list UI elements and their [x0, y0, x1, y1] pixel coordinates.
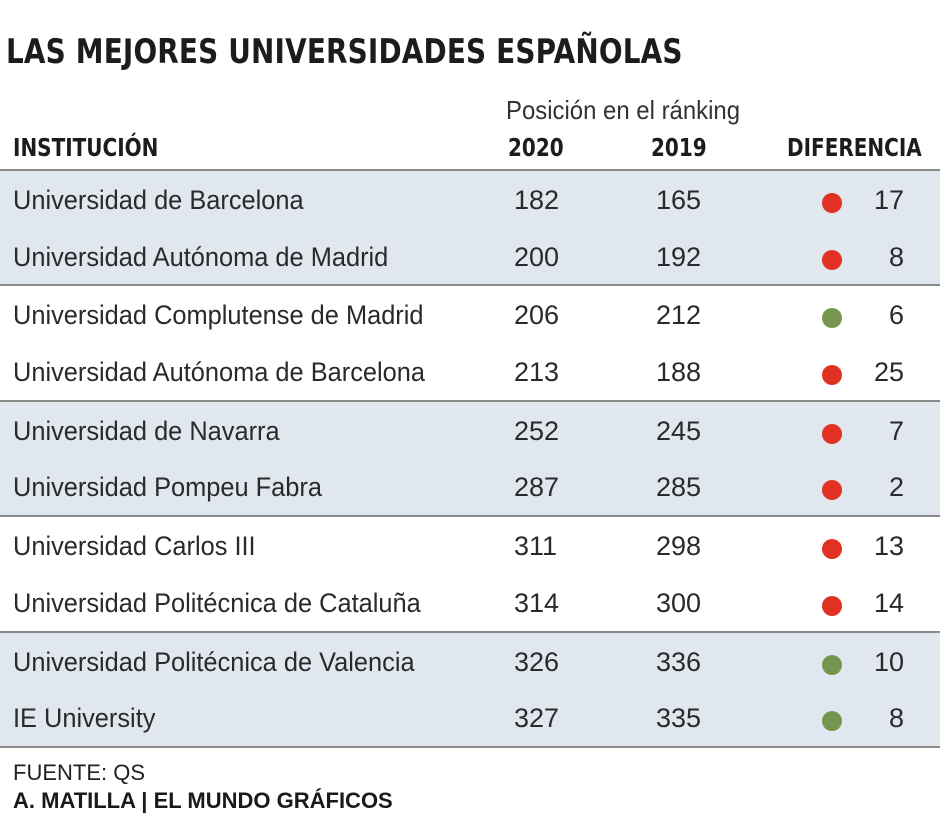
- improved-indicator-icon: [822, 654, 842, 675]
- row-group: Universidad Complutense de Madrid 206 212 6…: [0, 286, 940, 402]
- rank-2019: 188: [656, 357, 702, 388]
- institution-name: Universidad Politécnica de Valencia: [13, 646, 415, 677]
- difference-value: 10: [873, 646, 904, 677]
- institution-name: Universidad Carlos III: [13, 531, 256, 562]
- credit-line: A. MATILLA | EL MUNDO GRÁFICOS: [13, 788, 393, 813]
- declined-indicator-icon: [822, 480, 842, 501]
- improved-indicator-icon: [822, 711, 842, 732]
- table-row: Universidad Pompeu Fabra 287 285 2: [0, 458, 940, 515]
- declined-indicator-icon: [822, 539, 842, 560]
- institution-name: Universidad Autónoma de Barcelona: [13, 357, 425, 388]
- rank-2019: 300: [656, 587, 702, 618]
- declined-indicator-icon: [822, 193, 842, 213]
- row-group: Universidad de Navarra 252 245 7 Universidad…: [0, 401, 940, 518]
- institution-name: Universidad Autónoma de Madrid: [13, 241, 389, 272]
- difference-value: 2: [888, 472, 904, 503]
- institution-name: Universidad de Barcelona: [13, 185, 304, 215]
- row-group: Universidad Politécnica de Valencia 326 33…: [0, 632, 940, 748]
- column-header-difference: DIFERENCIA: [787, 133, 922, 162]
- declined-indicator-icon: [822, 595, 842, 616]
- difference-value: 8: [888, 703, 904, 734]
- rank-2020: 311: [514, 531, 558, 562]
- rank-2020: 326: [514, 646, 560, 677]
- rank-2020: 287: [514, 472, 560, 503]
- rank-2019: 285: [656, 472, 702, 503]
- institution-name: Universidad Pompeu Fabra: [13, 472, 322, 503]
- rank-2019: 335: [656, 703, 702, 734]
- ranking-table: Universidad de Barcelona 182 165 17 Universi…: [0, 169, 940, 748]
- table-row: Universidad Politécnica de Valencia 326 33…: [0, 633, 940, 690]
- difference-value: 6: [888, 300, 904, 331]
- rank-2020: 200: [514, 241, 560, 272]
- difference-value: 8: [888, 241, 904, 272]
- column-header-2020: 2020: [508, 133, 564, 162]
- table-row: Universidad Autónoma de Madrid 200 192 8: [0, 228, 940, 285]
- row-group: Universidad de Barcelona 182 165 17 Universi…: [0, 171, 940, 287]
- declined-indicator-icon: [822, 365, 842, 386]
- rank-2020: 252: [514, 415, 560, 446]
- source-note: FUENTE: QS: [13, 760, 146, 785]
- rank-2020: 213: [514, 357, 560, 388]
- rank-2020: 327: [514, 703, 560, 734]
- table-row: Universidad de Navarra 252 245 7: [0, 402, 940, 459]
- rank-2019: 192: [656, 241, 702, 272]
- difference-value: 14: [873, 587, 904, 618]
- declined-indicator-icon: [822, 423, 842, 444]
- chart-subtitle: Posición en el ránking: [506, 95, 741, 125]
- chart-title: LAS MEJORES UNIVERSIDADES ESPAÑOLAS: [6, 32, 683, 72]
- table-row: IE University 327 335 8: [0, 689, 940, 746]
- rank-2019: 165: [656, 185, 702, 215]
- rank-2020: 182: [514, 185, 560, 215]
- difference-value: 25: [873, 357, 904, 388]
- rank-2019: 212: [656, 300, 702, 331]
- column-header-2019: 2019: [651, 133, 707, 162]
- column-header-institution: INSTITUCIÓN: [13, 133, 159, 162]
- institution-name: Universidad Politécnica de Cataluña: [13, 587, 421, 618]
- improved-indicator-icon: [822, 308, 842, 329]
- institution-name: IE University: [13, 703, 156, 734]
- rank-2020: 206: [514, 300, 560, 331]
- table-row: Universidad Autónoma de Barcelona 213 188 2…: [0, 343, 940, 400]
- row-group: Universidad Carlos III 311 298 13 Universida…: [0, 517, 940, 633]
- table-row: Universidad de Barcelona 182 165 17: [0, 171, 940, 228]
- difference-value: 13: [873, 531, 904, 562]
- rank-2019: 245: [656, 415, 702, 446]
- difference-value: 17: [873, 185, 904, 215]
- table-row: Universidad Carlos III 311 298 13: [0, 517, 940, 574]
- rank-2019: 298: [656, 531, 702, 562]
- institution-name: Universidad de Navarra: [13, 415, 280, 446]
- table-row: Universidad Complutense de Madrid 206 212 6: [0, 286, 940, 343]
- table-row: Universidad Politécnica de Cataluña 314 30…: [0, 574, 940, 631]
- rank-2019: 336: [656, 646, 702, 677]
- institution-name: Universidad Complutense de Madrid: [13, 300, 424, 331]
- declined-indicator-icon: [822, 249, 842, 270]
- difference-value: 7: [888, 415, 904, 446]
- rank-2020: 314: [514, 587, 560, 618]
